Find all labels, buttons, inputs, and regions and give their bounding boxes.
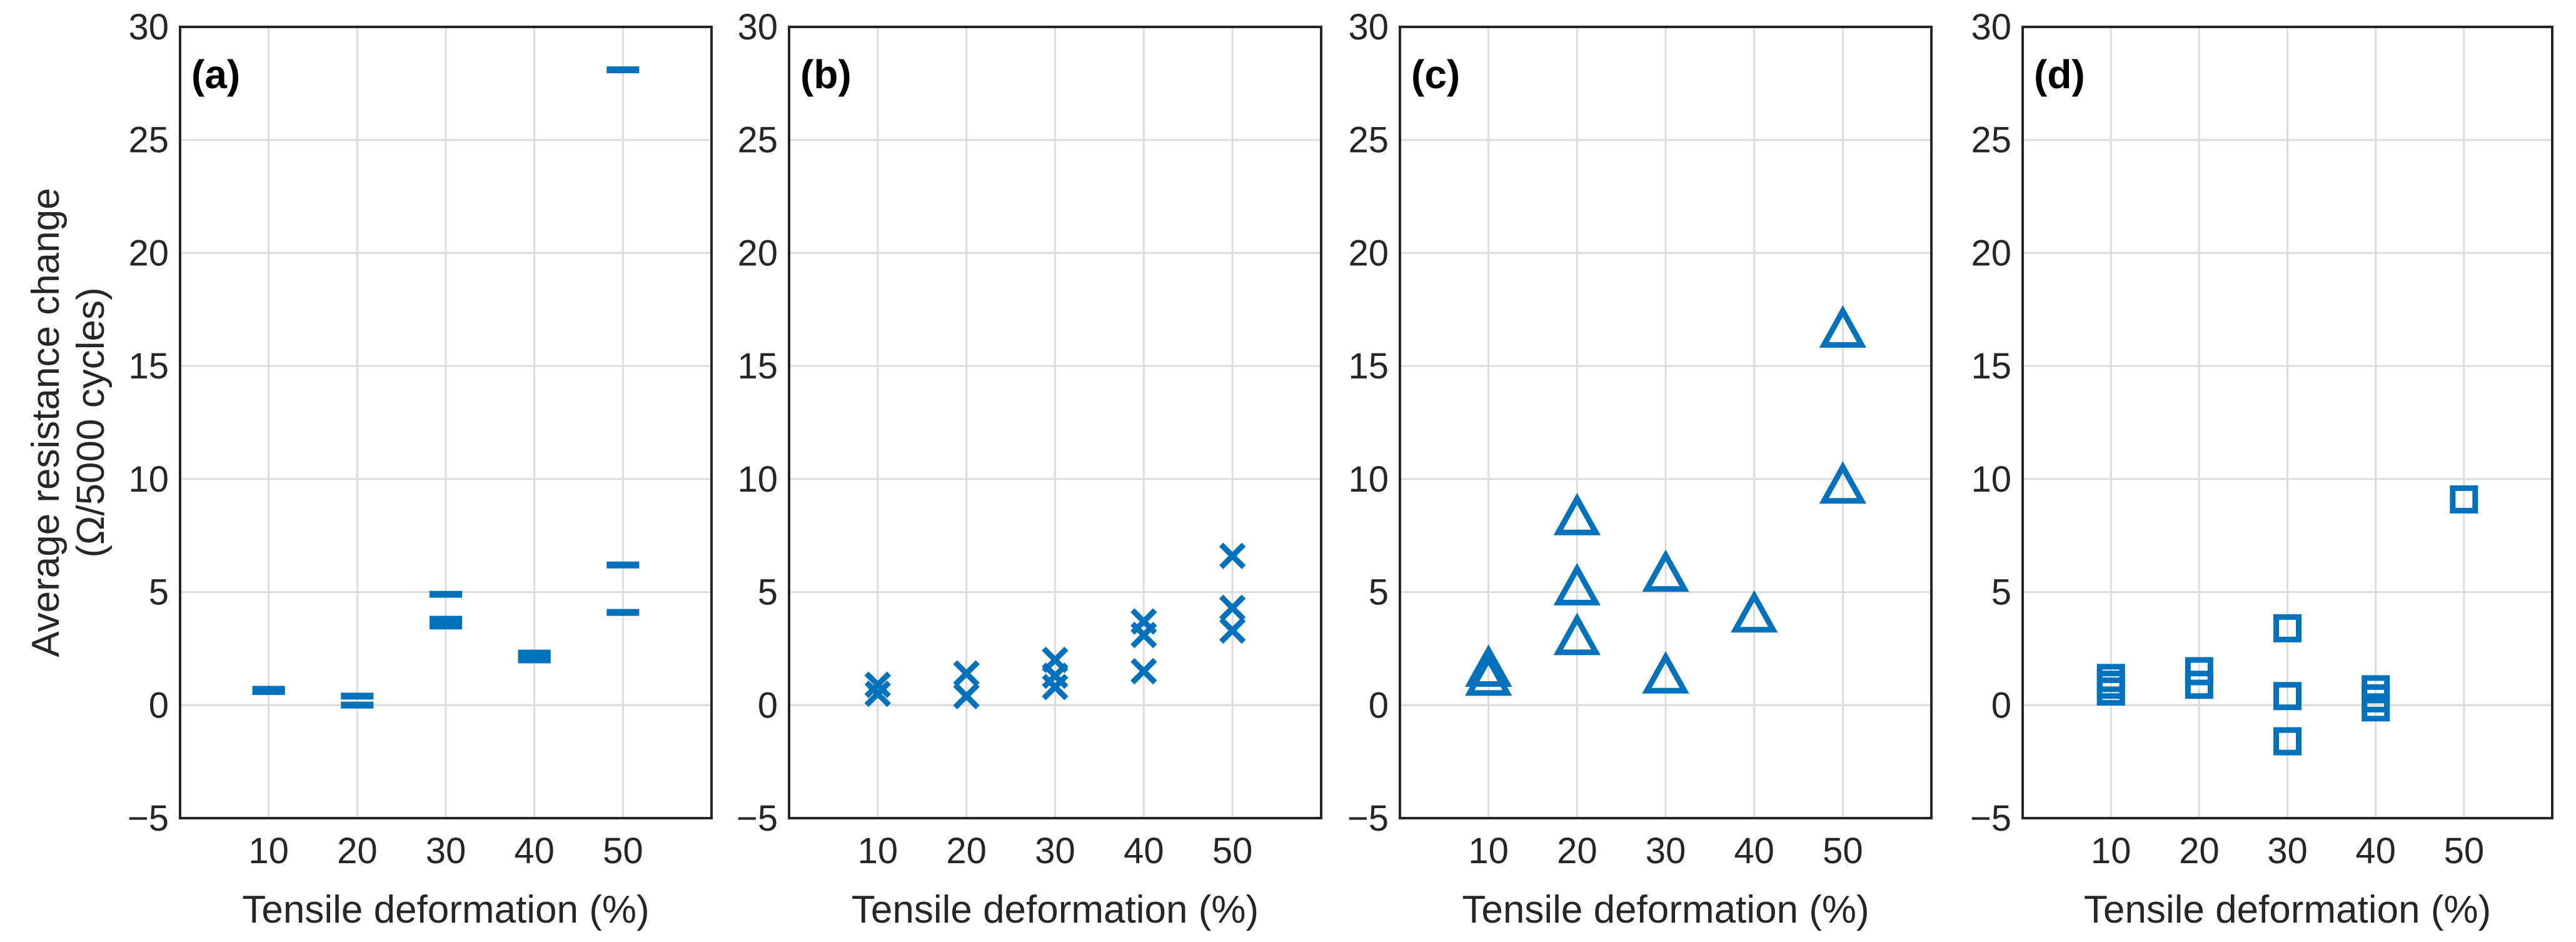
y-tick-label: 0 (149, 685, 169, 726)
y-tick-label: 10 (737, 459, 778, 500)
x-tick-label: 40 (514, 831, 555, 871)
y-tick-label: 30 (128, 7, 169, 48)
x-tick-label: 40 (1124, 831, 1164, 871)
x-tick-label: 10 (858, 831, 898, 871)
data-point (1553, 612, 1601, 656)
y-tick-label: 20 (737, 233, 778, 273)
data-point (1042, 674, 1069, 701)
panel-label: (c) (1411, 52, 1460, 97)
panel-2: 10 20 30 40 50 −5 0 5 10 15 20 25 30 (b) Tensile defor… (737, 7, 1322, 931)
y-tick-label: 30 (1348, 7, 1389, 48)
axes-box (1399, 26, 1933, 819)
y-tick-label: 30 (737, 7, 778, 48)
data-point (1130, 657, 1157, 685)
y-tick-label: 0 (758, 685, 778, 726)
x-tick-label: 40 (2355, 831, 2396, 871)
x-tick-label: 50 (1823, 831, 1863, 871)
y-tick-label: −5 (737, 798, 778, 839)
y-tick-label: 25 (1348, 120, 1389, 161)
y-tick-label: 5 (758, 572, 778, 613)
y-tick-label: 20 (128, 233, 169, 273)
y-tick-label: 5 (1369, 572, 1389, 613)
data-point (2362, 693, 2390, 722)
x-tick-label: 40 (1734, 831, 1774, 871)
panel-label: (b) (800, 52, 852, 97)
data-point (1130, 622, 1157, 649)
data-point (1465, 644, 1512, 687)
y-tick-label: 0 (1369, 685, 1389, 726)
x-tick-label: 10 (248, 831, 289, 871)
axes-box (179, 26, 713, 819)
y-tick-label: 15 (737, 346, 778, 387)
data-point (2185, 671, 2213, 699)
x-axis-label: Tensile deformation (%) (852, 888, 1259, 931)
y-tick-label: 15 (1348, 346, 1389, 387)
y-tick-label: 10 (1971, 459, 2011, 500)
data-point (1819, 305, 1866, 348)
y-tick-label: 10 (128, 459, 169, 500)
y-tick-label: 5 (1991, 572, 2011, 613)
data-point (1553, 563, 1601, 605)
axes-box (2021, 26, 2553, 819)
data-point (864, 671, 892, 698)
x-tick-label: 30 (1646, 831, 1686, 871)
data-point (1219, 617, 1246, 644)
data-point (2273, 614, 2302, 642)
x-tick-label: 50 (1212, 831, 1253, 871)
x-tick-label: 20 (1557, 831, 1597, 871)
y-tick-label: 25 (737, 120, 778, 161)
data-point (864, 681, 892, 707)
data-point (1731, 590, 1778, 633)
panel-1: 10 20 30 40 50 −5 0 5 10 15 20 25 30 (a) Tensile defor… (24, 7, 713, 931)
y-tick-label: 5 (149, 572, 169, 613)
y-tick-label: 10 (1348, 459, 1389, 500)
panel-4: 10 20 30 40 50 −5 0 5 10 15 20 25 30 (d) Tensile defor… (1970, 7, 2553, 931)
x-axis-label: Tensile deformation (%) (242, 888, 649, 931)
y-tick-label: 15 (1971, 346, 2011, 387)
y-tick-label: 20 (1971, 233, 2011, 273)
data-point (953, 682, 980, 710)
x-tick-label: 10 (1468, 831, 1509, 871)
data-point (1642, 549, 1689, 592)
data-point (2096, 677, 2125, 706)
y-tick-label: 25 (128, 120, 169, 161)
x-tick-label: 50 (2444, 831, 2485, 871)
data-point (1219, 542, 1246, 569)
y-tick-label: 0 (1991, 685, 2011, 726)
y-tick-label: 20 (1348, 233, 1389, 273)
x-tick-label: 20 (946, 831, 987, 871)
x-tick-label: 10 (2091, 831, 2131, 871)
axes-box (788, 26, 1322, 819)
x-tick-label: 30 (1035, 831, 1075, 871)
panel-label: (d) (2034, 52, 2085, 97)
data-point (1819, 461, 1866, 504)
data-point (953, 660, 980, 687)
x-tick-label: 30 (426, 831, 466, 871)
y-tick-label: 30 (1971, 7, 2011, 48)
y-axis-label: Average resistance change (24, 188, 68, 657)
panel-label: (a) (191, 52, 240, 97)
y-tick-label: 25 (1971, 120, 2011, 161)
y-axis-label-units: (Ω/5000 cycles) (69, 287, 113, 557)
y-tick-label: −5 (1347, 798, 1389, 839)
panel-3: 10 20 30 40 50 −5 0 5 10 15 20 25 30 (c) Tensile defor… (1347, 7, 1933, 931)
x-tick-label: 30 (2267, 831, 2308, 871)
data-point (1465, 653, 1512, 696)
y-tick-label: −5 (1970, 798, 2011, 839)
data-point (1219, 594, 1246, 622)
x-tick-label: 50 (603, 831, 643, 871)
x-tick-label: 20 (337, 831, 378, 871)
y-tick-label: 15 (128, 346, 169, 387)
data-point (1553, 493, 1601, 535)
x-tick-label: 20 (2179, 831, 2220, 871)
x-axis-label: Tensile deformation (%) (2084, 888, 2491, 931)
data-point (2273, 682, 2302, 711)
data-point (2273, 727, 2302, 756)
data-point (1642, 651, 1689, 694)
x-axis-label: Tensile deformation (%) (1462, 888, 1869, 931)
data-point (2450, 485, 2478, 514)
y-tick-label: −5 (128, 798, 169, 839)
